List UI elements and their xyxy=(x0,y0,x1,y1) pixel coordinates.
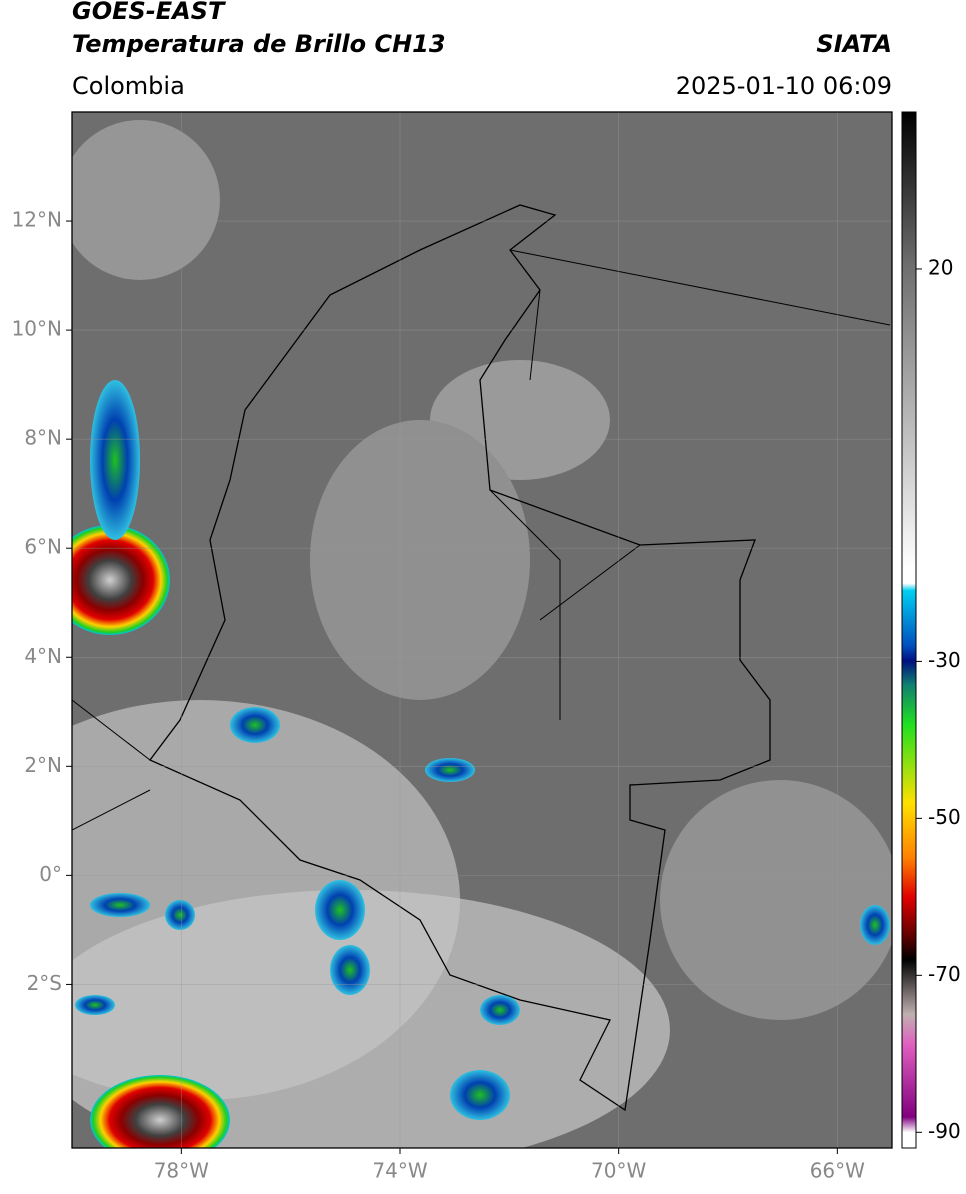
source: SIATA xyxy=(816,30,892,58)
y-tick-label: 2°S xyxy=(27,971,62,995)
y-tick-label: 8°N xyxy=(24,426,62,450)
x-tick-label: 66°W xyxy=(810,1159,865,1183)
colorbar-label: -50 xyxy=(928,805,961,829)
map-frame xyxy=(71,111,893,1149)
x-tick-label: 70°W xyxy=(591,1159,646,1183)
x-tick-label: 74°W xyxy=(372,1159,427,1183)
x-tick-label: 78°W xyxy=(154,1159,209,1183)
colorbar-label: -70 xyxy=(928,962,961,986)
satellite-image xyxy=(72,112,892,1148)
y-tick-label: 2°N xyxy=(24,753,62,777)
y-tick-label: 4°N xyxy=(24,644,62,668)
y-tick-label: 6°N xyxy=(24,535,62,559)
graticule xyxy=(72,112,892,1148)
timestamp: 2025-01-10 06:09 xyxy=(676,72,892,100)
colorbar xyxy=(901,111,917,1149)
title: GOES-EAST xyxy=(72,0,226,25)
y-tick-label: 10°N xyxy=(12,317,62,341)
y-tick-label: 0° xyxy=(39,862,62,886)
y-tick-label: 12°N xyxy=(12,208,62,232)
colorbar-label: -90 xyxy=(928,1119,961,1143)
colorbar-label: -30 xyxy=(928,648,961,672)
region: Colombia xyxy=(72,72,185,100)
subtitle: Temperatura de Brillo CH13 xyxy=(72,30,446,58)
colorbar-label: 20 xyxy=(928,255,953,279)
